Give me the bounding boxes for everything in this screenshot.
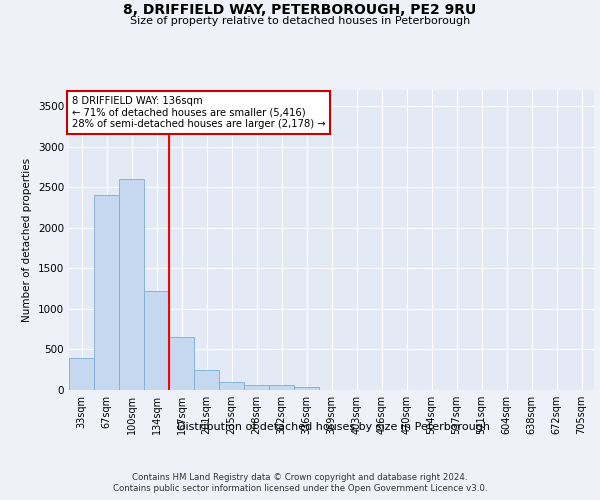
Bar xyxy=(144,291,169,390)
Bar xyxy=(169,338,194,390)
Bar xyxy=(119,179,144,390)
Bar xyxy=(294,387,319,390)
Text: 8 DRIFFIELD WAY: 136sqm
← 71% of detached houses are smaller (5,416)
28% of semi: 8 DRIFFIELD WAY: 136sqm ← 71% of detache… xyxy=(71,96,325,129)
Y-axis label: Number of detached properties: Number of detached properties xyxy=(22,158,32,322)
Text: 8, DRIFFIELD WAY, PETERBOROUGH, PE2 9RU: 8, DRIFFIELD WAY, PETERBOROUGH, PE2 9RU xyxy=(124,2,476,16)
Text: Distribution of detached houses by size in Peterborough: Distribution of detached houses by size … xyxy=(176,422,490,432)
Text: Contains HM Land Registry data © Crown copyright and database right 2024.: Contains HM Land Registry data © Crown c… xyxy=(132,472,468,482)
Text: Size of property relative to detached houses in Peterborough: Size of property relative to detached ho… xyxy=(130,16,470,26)
Bar xyxy=(69,358,94,390)
Bar xyxy=(194,370,219,390)
Bar xyxy=(244,385,269,390)
Bar xyxy=(269,385,294,390)
Bar xyxy=(94,196,119,390)
Bar xyxy=(219,382,244,390)
Text: Contains public sector information licensed under the Open Government Licence v3: Contains public sector information licen… xyxy=(113,484,487,493)
